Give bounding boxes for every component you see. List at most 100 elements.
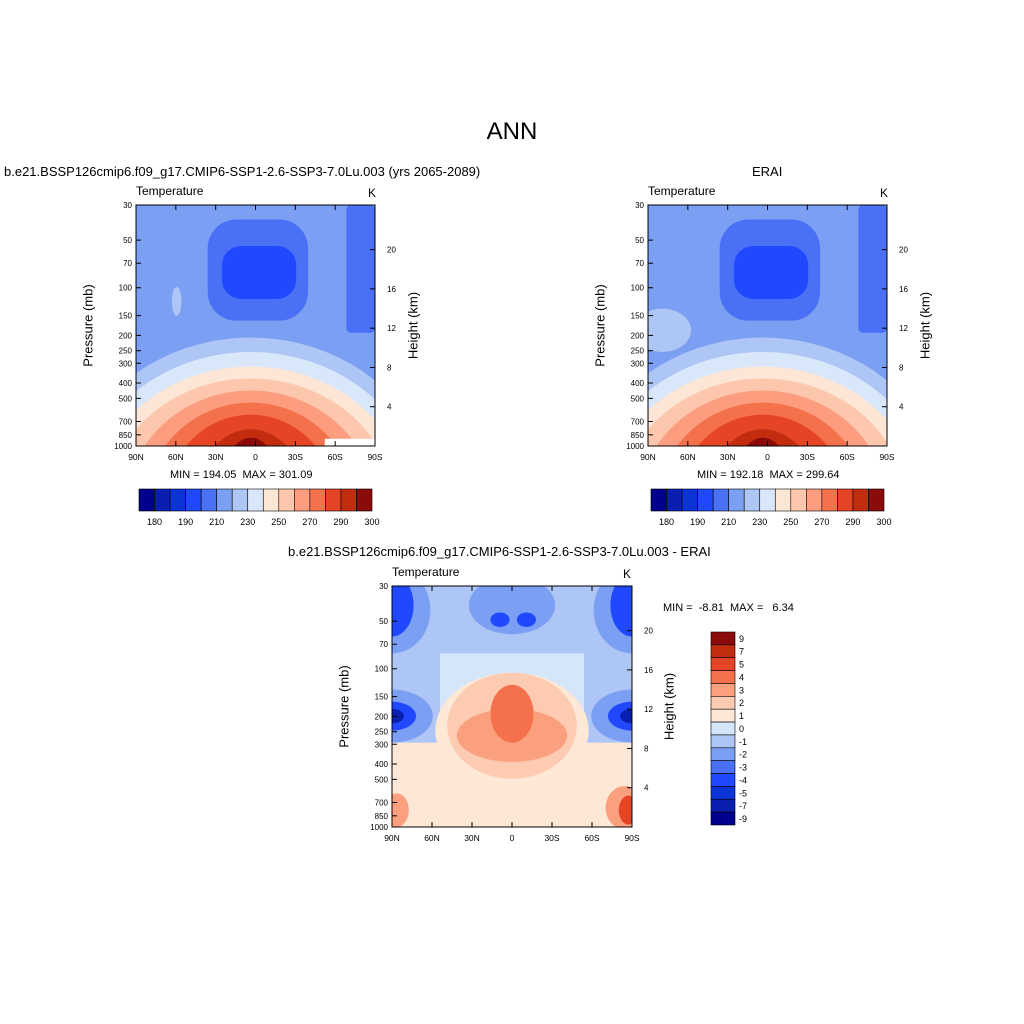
colorbar-panel2-box <box>821 488 838 512</box>
x-tick-label: 30N <box>464 833 480 843</box>
y2-tick-label: 12 <box>899 324 908 333</box>
colorbar-panel3-label: 1 <box>739 711 744 721</box>
colorbar-panel2-box <box>712 488 729 512</box>
y-tick-label: 30 <box>635 201 644 210</box>
colorbar-panel1-box <box>262 488 280 512</box>
y-tick-label: 300 <box>375 740 389 749</box>
x-tick-label: 30S <box>800 452 815 462</box>
colorbar-panel2-label: 270 <box>814 517 829 527</box>
colorbar-panel1-box <box>169 488 186 512</box>
y-tick-label: 50 <box>635 236 644 245</box>
colorbar-panel2-box <box>759 488 776 512</box>
colorbar-panel1-box <box>231 488 249 512</box>
x-tick-label: 90N <box>640 452 656 462</box>
colorbar-panel3-label: 0 <box>739 724 744 734</box>
x-tick-label: 0 <box>765 452 770 462</box>
colorbar-panel2-label: 290 <box>845 517 860 527</box>
y2-tick-label: 4 <box>644 784 649 793</box>
colorbar-panel3-label: 2 <box>739 698 744 708</box>
polar-cold-region <box>346 205 375 333</box>
temperature-band <box>746 437 779 446</box>
colorbar-panel1-label: 290 <box>333 517 348 527</box>
colorbar-panel2-box <box>868 488 885 512</box>
x-tick-label: 90S <box>879 452 894 462</box>
colorbar-panel3-box <box>710 798 736 813</box>
colorbar-panel3-box <box>710 747 736 761</box>
x-tick-label: 0 <box>510 833 515 843</box>
y-tick-label: 30 <box>123 201 132 210</box>
x-tick-label: 30S <box>288 452 303 462</box>
cold-core-inner <box>222 245 297 299</box>
y-tick-label: 250 <box>375 728 389 737</box>
colorbar-panel1-box <box>278 488 295 512</box>
y-tick-label: 300 <box>631 359 645 368</box>
colorbar-panel1-box <box>340 488 357 512</box>
x-tick-label: 90S <box>367 452 382 462</box>
colorbar-panel1-label: 230 <box>240 517 255 527</box>
missing-data-patch <box>324 438 375 446</box>
y-tick-label: 700 <box>631 417 645 426</box>
figure-title: ANN <box>486 118 538 145</box>
panel3-case-title: b.e21.BSSP126cmip6.f09_g17.CMIP6-SSP1-2.… <box>288 544 711 559</box>
colorbar-panel1-box <box>200 488 217 512</box>
y2-tick-label: 8 <box>387 363 392 372</box>
y2-tick-label: 16 <box>899 285 908 294</box>
colorbar-panel1-label: 190 <box>178 517 193 527</box>
colorbar-panel3-label: -7 <box>739 801 747 811</box>
colorbar-panel3-box <box>710 644 736 659</box>
y2-tick-label: 12 <box>644 705 653 714</box>
panel1-case-title: b.e21.BSSP126cmip6.f09_g17.CMIP6-SSP1-2.… <box>4 164 481 179</box>
y-tick-label: 850 <box>119 431 133 440</box>
y2-tick-label: 4 <box>899 403 904 412</box>
colorbar-panel3-label: -3 <box>739 763 747 773</box>
y-tick-label: 250 <box>119 347 133 356</box>
colorbar-panel2-box <box>806 488 823 512</box>
colorbar-panel3-box <box>710 811 736 826</box>
y-tick-label: 400 <box>375 760 389 769</box>
y2-tick-label: 8 <box>899 363 904 372</box>
colorbar-panel1-box <box>325 488 342 512</box>
colorbar-panel3-box <box>710 670 736 684</box>
x-tick-label: 60S <box>840 452 855 462</box>
colorbar-panel2-box <box>837 488 854 512</box>
colorbar-panel3-box <box>710 657 736 671</box>
y-tick-label: 100 <box>375 665 389 674</box>
x-tick-label: 60N <box>168 452 184 462</box>
diff-band <box>618 795 632 825</box>
panel1-units-label: K <box>368 186 377 200</box>
panel2-case-title: ERAI <box>752 164 783 179</box>
colorbar-panel1-label: 210 <box>209 517 224 527</box>
panel3-units-label: K <box>623 567 632 581</box>
x-tick-label: 90S <box>624 833 639 843</box>
colorbar-panel3-box <box>710 631 736 646</box>
y-tick-label: 100 <box>631 284 645 293</box>
colorbar-panel2-box <box>697 488 714 512</box>
diff-band <box>490 684 534 743</box>
colorbar-panel1-box <box>356 488 373 512</box>
x-tick-label: 30N <box>208 452 224 462</box>
temperature-band <box>234 437 267 446</box>
panel3-variable-label: Temperature <box>392 565 460 579</box>
colorbar-panel2-label: 300 <box>876 517 891 527</box>
y2-tick-label: 20 <box>899 246 908 255</box>
x-tick-label: 30S <box>544 833 559 843</box>
polar-cold-region <box>858 205 887 333</box>
x-tick-label: 30N <box>720 452 736 462</box>
colorbar-panel3-box <box>710 708 736 723</box>
diff-band <box>610 586 632 637</box>
panel2-variable-label: Temperature <box>648 184 716 198</box>
colorbar-panel1-box <box>247 488 264 512</box>
colorbar-panel3-label: 7 <box>739 647 744 657</box>
x-tick-label: 90N <box>384 833 400 843</box>
diff-band <box>392 586 414 637</box>
diff-band <box>468 586 556 635</box>
arctic-warm-patch <box>171 286 182 316</box>
colorbar-panel2-label: 210 <box>721 517 736 527</box>
y-tick-label: 150 <box>119 312 133 321</box>
y-tick-label: 150 <box>375 693 389 702</box>
arctic-warm-patch <box>648 308 692 353</box>
colorbar-panel3-box <box>710 683 736 697</box>
y2-tick-label: 16 <box>387 285 396 294</box>
colorbar-panel3-box <box>710 786 736 800</box>
y2-tick-label: 20 <box>644 627 653 636</box>
